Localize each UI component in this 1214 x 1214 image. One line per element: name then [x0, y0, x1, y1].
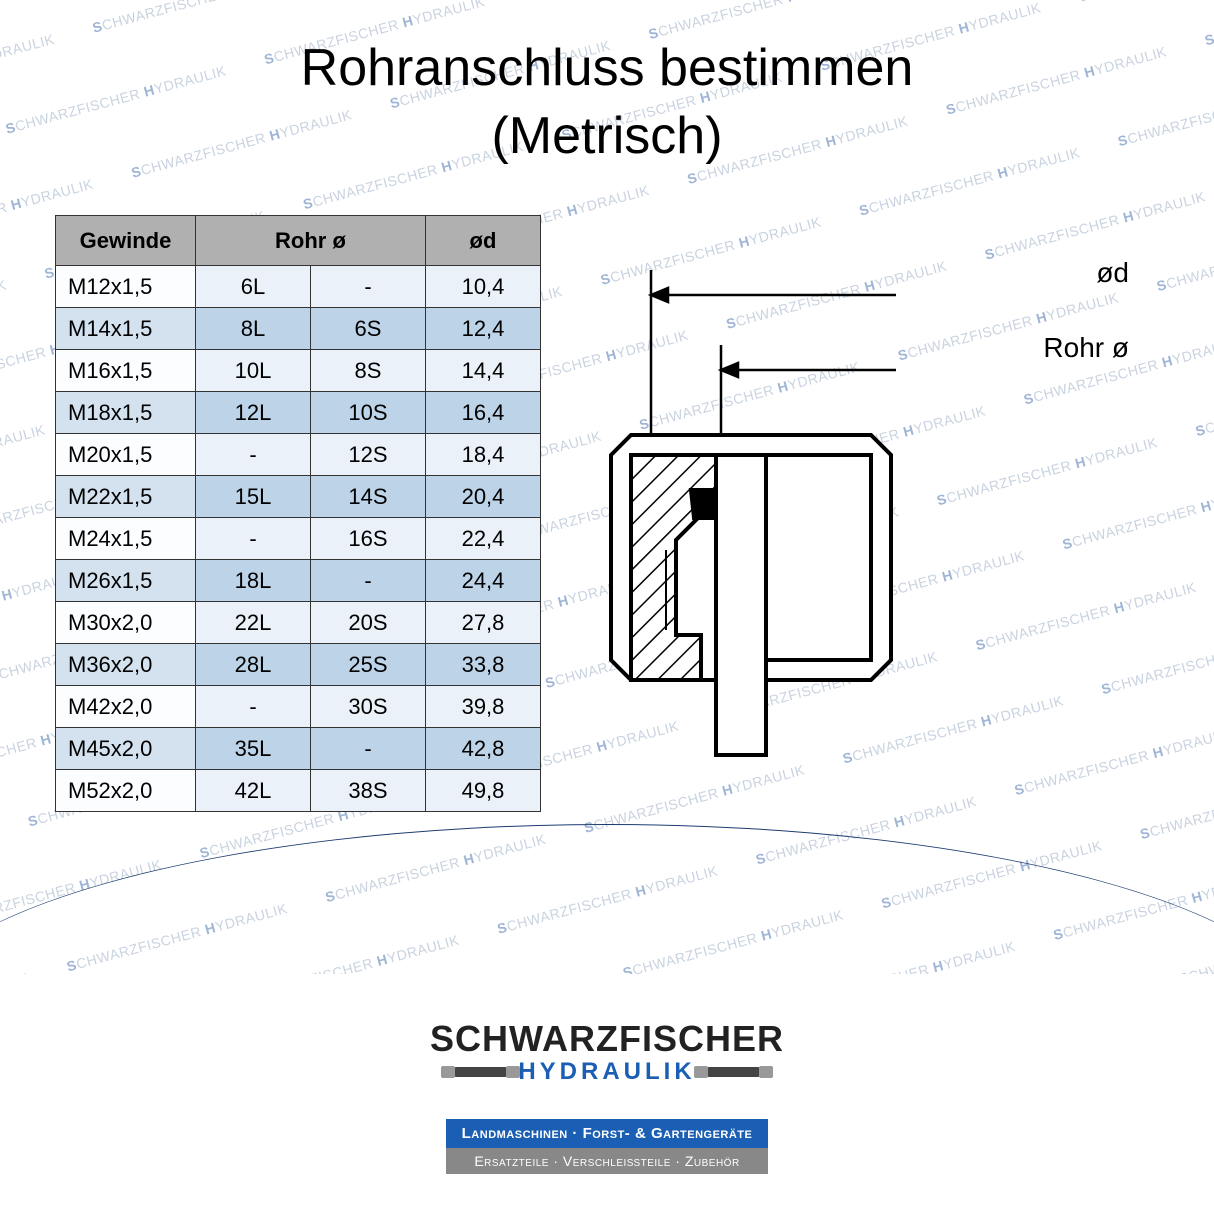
tagline-bottom: Ersatzteile · Verschleißteile · Zubehör — [446, 1148, 769, 1174]
cell-rohr-l: 8L — [196, 308, 311, 350]
th-rohr: Rohr ø — [196, 216, 426, 266]
cell-od: 49,8 — [426, 770, 541, 812]
cell-rohr-s: 25S — [311, 644, 426, 686]
table-row: M22x1,515L14S20,4 — [56, 476, 541, 518]
table-row: M16x1,510L8S14,4 — [56, 350, 541, 392]
cell-rohr-s: - — [311, 728, 426, 770]
table-row: M12x1,56L-10,4 — [56, 266, 541, 308]
cell-rohr-s: 20S — [311, 602, 426, 644]
cell-rohr-l: - — [196, 686, 311, 728]
page-title: Rohranschluss bestimmen (Metrisch) — [0, 0, 1214, 170]
table-row: M42x2,0-30S39,8 — [56, 686, 541, 728]
table-row: M36x2,028L25S33,8 — [56, 644, 541, 686]
cell-od: 39,8 — [426, 686, 541, 728]
cell-od: 22,4 — [426, 518, 541, 560]
cell-gewinde: M42x2,0 — [56, 686, 196, 728]
cell-od: 27,8 — [426, 602, 541, 644]
cell-od: 14,4 — [426, 350, 541, 392]
brand-sub: HYDRAULIK — [518, 1058, 695, 1086]
cell-gewinde: M16x1,5 — [56, 350, 196, 392]
cell-rohr-s: 14S — [311, 476, 426, 518]
cell-gewinde: M24x1,5 — [56, 518, 196, 560]
brand-tagline: Landmaschinen · Forst- & Gartengeräte Er… — [446, 1119, 769, 1174]
cell-gewinde: M14x1,5 — [56, 308, 196, 350]
cell-rohr-s: 8S — [311, 350, 426, 392]
cell-rohr-l: - — [196, 518, 311, 560]
table-row: M26x1,518L-24,4 — [56, 560, 541, 602]
hose-icon-left — [453, 1067, 508, 1077]
cell-od: 24,4 — [426, 560, 541, 602]
cell-rohr-s: 38S — [311, 770, 426, 812]
table-row: M18x1,512L10S16,4 — [56, 392, 541, 434]
cell-gewinde: M52x2,0 — [56, 770, 196, 812]
cell-od: 12,4 — [426, 308, 541, 350]
cell-rohr-l: 28L — [196, 644, 311, 686]
cell-gewinde: M20x1,5 — [56, 434, 196, 476]
cell-rohr-s: 12S — [311, 434, 426, 476]
cell-gewinde: M36x2,0 — [56, 644, 196, 686]
tagline-top: Landmaschinen · Forst- & Gartengeräte — [446, 1119, 769, 1148]
fitting-diagram: ød Rohr ø — [576, 215, 1159, 812]
cell-rohr-l: 15L — [196, 476, 311, 518]
cell-gewinde: M12x1,5 — [56, 266, 196, 308]
table-row: M14x1,58L6S12,4 — [56, 308, 541, 350]
cell-gewinde: M30x2,0 — [56, 602, 196, 644]
cell-gewinde: M22x1,5 — [56, 476, 196, 518]
diagram-label-rohr: Rohr ø — [1043, 332, 1129, 364]
cell-rohr-s: 16S — [311, 518, 426, 560]
cell-rohr-l: - — [196, 434, 311, 476]
cell-rohr-l: 18L — [196, 560, 311, 602]
cell-od: 10,4 — [426, 266, 541, 308]
table-row: M45x2,035L-42,8 — [56, 728, 541, 770]
brand-logo: SCHWARZFISCHER HYDRAULIK — [0, 1018, 1214, 1086]
cell-od: 18,4 — [426, 434, 541, 476]
cell-rohr-l: 12L — [196, 392, 311, 434]
cell-rohr-s: 10S — [311, 392, 426, 434]
table-row: M20x1,5-12S18,4 — [56, 434, 541, 476]
diagram-label-od: ød — [1096, 257, 1129, 289]
th-gewinde: Gewinde — [56, 216, 196, 266]
cell-rohr-s: 6S — [311, 308, 426, 350]
cell-gewinde: M45x2,0 — [56, 728, 196, 770]
cell-rohr-l: 35L — [196, 728, 311, 770]
cell-rohr-l: 42L — [196, 770, 311, 812]
cell-gewinde: M18x1,5 — [56, 392, 196, 434]
footer-arc — [0, 824, 1214, 1024]
cell-od: 42,8 — [426, 728, 541, 770]
cell-rohr-s: - — [311, 560, 426, 602]
table-row: M24x1,5-16S22,4 — [56, 518, 541, 560]
footer: SCHWARZFISCHER HYDRAULIK Landmaschinen ·… — [0, 1018, 1214, 1214]
th-od: ød — [426, 216, 541, 266]
cell-od: 20,4 — [426, 476, 541, 518]
table-row: M52x2,042L38S49,8 — [56, 770, 541, 812]
cell-rohr-l: 22L — [196, 602, 311, 644]
brand-name: SCHWARZFISCHER — [0, 1018, 1214, 1060]
title-line-2: (Metrisch) — [491, 107, 722, 165]
sizing-table: Gewinde Rohr ø ød M12x1,56L-10,4M14x1,58… — [55, 215, 541, 812]
hose-icon-right — [706, 1067, 761, 1077]
title-line-1: Rohranschluss bestimmen — [301, 39, 914, 97]
cell-rohr-l: 6L — [196, 266, 311, 308]
cell-gewinde: M26x1,5 — [56, 560, 196, 602]
cell-od: 16,4 — [426, 392, 541, 434]
cell-rohr-s: - — [311, 266, 426, 308]
cell-rohr-s: 30S — [311, 686, 426, 728]
cell-od: 33,8 — [426, 644, 541, 686]
table-row: M30x2,022L20S27,8 — [56, 602, 541, 644]
cell-rohr-l: 10L — [196, 350, 311, 392]
